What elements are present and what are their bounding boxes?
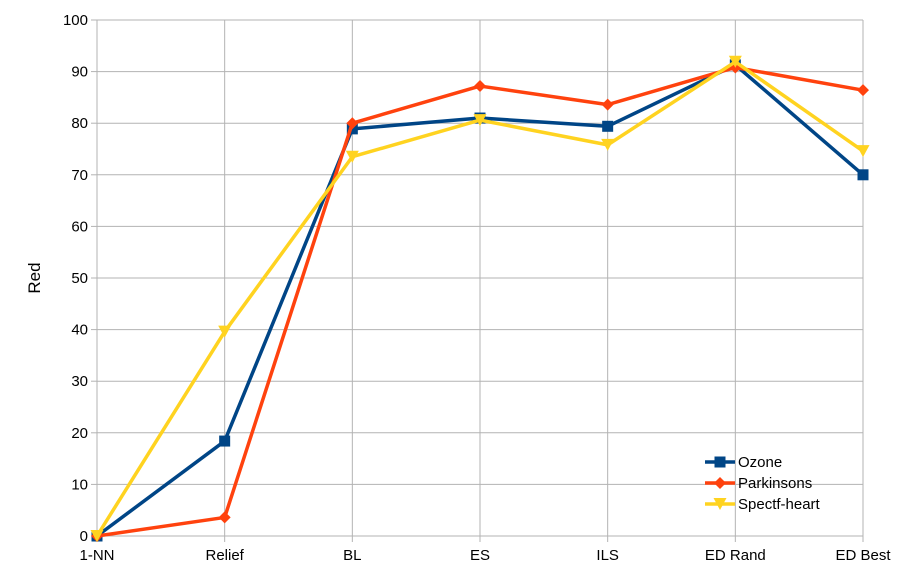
y-tick-label: 10 — [71, 476, 88, 493]
data-point — [857, 169, 869, 181]
legend-item: Spectf-heart — [705, 496, 821, 513]
data-point — [602, 120, 614, 132]
legend-label: Spectf-heart — [738, 496, 821, 513]
legend-item: Parkinsons — [705, 475, 812, 492]
y-tick-labels: 0 10 20 30 40 50 60 70 80 90 100 — [63, 12, 88, 545]
y-tick-label: 20 — [71, 425, 88, 442]
series — [90, 55, 870, 542]
legend-swatch-marker — [713, 498, 727, 510]
y-tick-label: 70 — [71, 167, 88, 184]
data-point — [346, 117, 359, 130]
x-tick-labels: 1-NN Relief BL ES ILS ED Rand ED Best — [79, 547, 891, 564]
data-point — [218, 325, 232, 338]
y-tick-label: 80 — [71, 115, 88, 132]
data-point — [856, 145, 870, 158]
x-tick-label: ED Rand — [705, 547, 766, 564]
data-point — [728, 55, 742, 68]
data-point — [474, 80, 486, 93]
legend: Ozone Parkinsons Spectf-heart — [705, 454, 821, 513]
legend-label: Parkinsons — [738, 475, 812, 492]
y-tick-label: 90 — [71, 64, 88, 81]
series-spectf-heart — [90, 55, 870, 542]
y-tick-label: 50 — [71, 270, 88, 287]
data-point — [473, 114, 487, 127]
data-point — [90, 530, 104, 542]
y-tick-label: 60 — [71, 218, 88, 235]
data-point — [857, 84, 869, 97]
data-point — [218, 511, 231, 524]
legend-swatch-marker — [714, 477, 726, 489]
legend-item: Ozone — [705, 454, 782, 471]
x-tick-label: ILS — [596, 547, 619, 564]
x-tick-label: 1-NN — [79, 547, 114, 564]
x-tick-label: ES — [470, 547, 490, 564]
data-point — [219, 435, 231, 447]
y-tick-label: 40 — [71, 322, 88, 339]
y-tick-label: 100 — [63, 12, 88, 29]
y-axis-label: Red — [25, 262, 44, 293]
y-tick-label: 0 — [80, 528, 88, 545]
grid-lines — [96, 19, 864, 537]
legend-swatch-marker — [714, 456, 726, 468]
x-tick-label: ED Best — [835, 547, 891, 564]
data-point — [601, 138, 615, 151]
x-tick-label: Relief — [205, 547, 244, 564]
legend-label: Ozone — [738, 454, 782, 471]
data-point — [345, 150, 359, 163]
x-tick-label: BL — [343, 547, 361, 564]
y-tick-label: 30 — [71, 373, 88, 390]
data-point — [601, 98, 614, 111]
